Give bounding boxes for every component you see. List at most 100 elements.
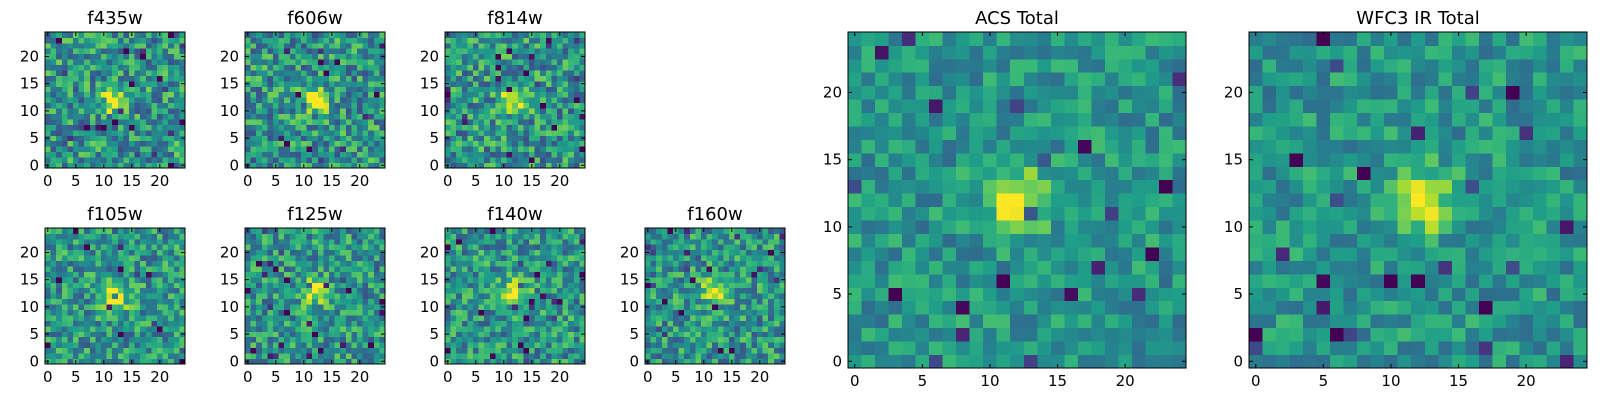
heatmap-cell — [701, 244, 707, 251]
heatmap-cell — [1131, 220, 1146, 234]
heatmap-cell — [573, 228, 580, 234]
heatmap-cell — [1131, 179, 1146, 194]
heatmap-cell — [445, 260, 451, 267]
heatmap-cell — [573, 129, 580, 136]
heatmap-cell — [489, 162, 496, 169]
heatmap-cell — [501, 119, 507, 125]
heatmap-cell — [545, 309, 552, 316]
heatmap-cell — [145, 53, 152, 60]
heatmap-cell — [362, 42, 369, 49]
heatmap-cell — [123, 42, 130, 49]
heatmap-cell — [117, 347, 124, 354]
heatmap-cell — [84, 342, 91, 349]
heatmap-cell — [529, 304, 535, 310]
heatmap-cell — [373, 244, 380, 251]
heatmap-cell — [534, 271, 541, 278]
heatmap-cell — [89, 129, 96, 136]
heatmap-cell — [1064, 193, 1079, 208]
heatmap-cell — [256, 140, 263, 147]
heatmap-cell — [261, 271, 268, 278]
heatmap-cell — [562, 135, 569, 142]
heatmap-cell — [689, 282, 696, 289]
heatmap-cell — [267, 119, 274, 125]
heatmap-cell — [368, 64, 375, 71]
heatmap-cell — [512, 238, 519, 245]
heatmap-cell — [368, 135, 375, 142]
heatmap-cell — [478, 91, 485, 98]
heatmap-cell — [512, 86, 519, 93]
heatmap-cell — [473, 146, 479, 153]
heatmap-cell — [1158, 354, 1173, 369]
heatmap-cell — [757, 309, 763, 316]
heatmap-cell — [162, 276, 169, 283]
heatmap-cell — [478, 320, 485, 327]
heatmap-cell — [489, 244, 496, 251]
heatmap-cell — [278, 80, 285, 87]
heatmap-cell — [557, 37, 563, 44]
heatmap-cell — [73, 129, 79, 136]
heatmap-cell — [329, 276, 335, 283]
heatmap-cell — [306, 255, 313, 262]
heatmap-cell — [362, 315, 369, 321]
heatmap-cell — [134, 37, 141, 44]
heatmap-cell — [373, 298, 380, 305]
heatmap-cell — [1050, 247, 1065, 261]
heatmap-cell — [956, 206, 971, 221]
heatmap-cell — [745, 271, 752, 278]
heatmap-cell — [762, 325, 769, 332]
heatmap-cell — [517, 315, 524, 321]
heatmap-cell — [329, 282, 335, 289]
heatmap-cell — [467, 320, 474, 327]
heatmap-cell — [568, 119, 575, 125]
heatmap-cell — [706, 358, 713, 365]
heatmap-cell — [848, 300, 862, 315]
heatmap-cell — [706, 298, 713, 305]
heatmap-cell — [168, 140, 175, 147]
heatmap-cell — [673, 266, 679, 272]
heatmap-cell — [84, 304, 91, 310]
heatmap-cell — [123, 124, 130, 131]
heatmap-cell — [140, 347, 147, 354]
heatmap-cell — [289, 249, 296, 256]
heatmap-cell — [273, 331, 279, 338]
heatmap-cell — [717, 266, 724, 272]
heatmap-cell — [484, 42, 491, 49]
heatmap-cell — [379, 293, 386, 300]
heatmap-cell — [106, 146, 113, 153]
y-tick-label: 15 — [420, 75, 439, 93]
heatmap-cell — [345, 271, 352, 278]
heatmap-cell — [73, 255, 79, 262]
heatmap-cell — [540, 315, 547, 321]
heatmap-cell — [56, 309, 63, 316]
heatmap-cell — [779, 244, 786, 251]
heatmap-cell — [768, 336, 775, 343]
heatmap-cell — [450, 249, 457, 256]
heatmap-cell — [284, 64, 291, 71]
heatmap-cell — [762, 244, 769, 251]
heatmap-cell — [357, 53, 363, 60]
heatmap-cell — [762, 331, 769, 338]
heatmap-cell — [734, 336, 741, 343]
heatmap-cell — [329, 102, 335, 109]
heatmap-cell — [157, 146, 163, 153]
heatmap-cell — [267, 42, 274, 49]
heatmap-cell — [861, 327, 876, 342]
heatmap-cell — [478, 282, 485, 289]
heatmap-cell — [129, 146, 135, 153]
heatmap-cell — [340, 86, 347, 93]
x-tick-label: 5 — [71, 368, 81, 386]
y-tick-label: 0 — [29, 156, 39, 174]
heatmap-cell — [134, 255, 141, 262]
heatmap-cell — [284, 309, 291, 316]
heatmap-cell — [295, 37, 302, 44]
heatmap-cell — [295, 32, 302, 38]
heatmap-cell — [478, 298, 485, 305]
heatmap-cell — [334, 37, 341, 44]
heatmap-cell — [751, 309, 758, 316]
heatmap-cell — [89, 64, 96, 71]
heatmap-cell — [295, 70, 302, 76]
heatmap-cell — [261, 135, 268, 142]
heatmap-cell — [78, 91, 85, 98]
heatmap-cell — [902, 233, 916, 248]
heatmap-cell — [1091, 287, 1106, 302]
